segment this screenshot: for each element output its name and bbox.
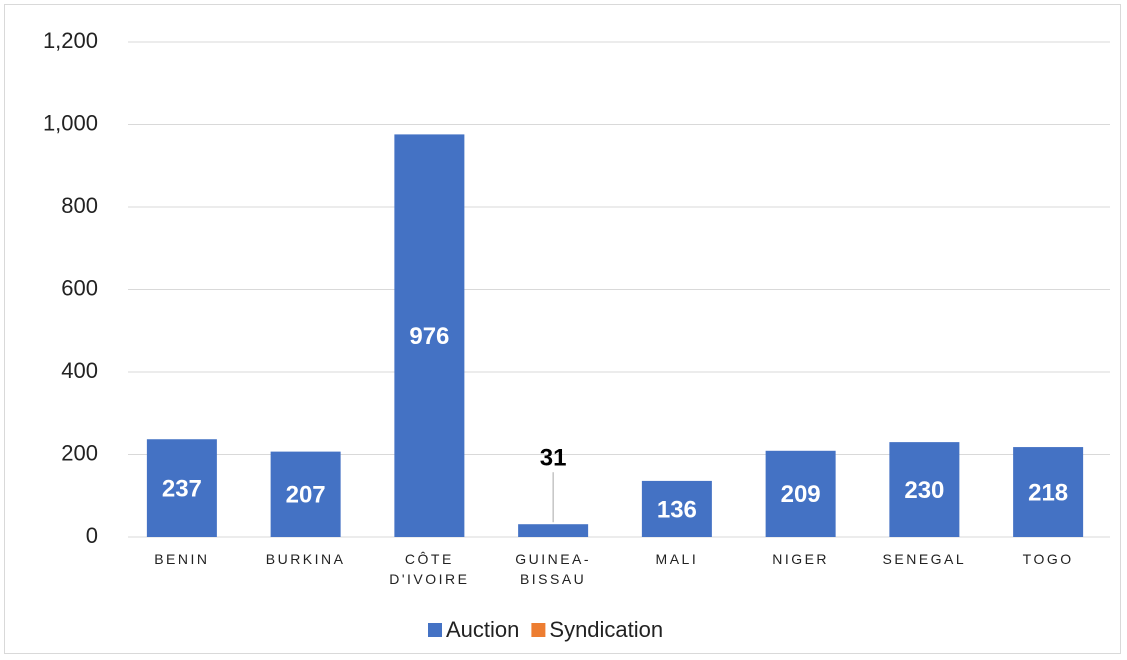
x-tick-label: TOGO: [1022, 551, 1074, 567]
legend-label: Auction: [446, 617, 519, 642]
legend-swatch: [531, 623, 546, 637]
x-tick-label: CÔTE D'IVOIRE: [389, 551, 470, 587]
chart-frame: [4, 4, 1121, 654]
value-label: 209: [781, 481, 821, 508]
value-label: 207: [286, 482, 326, 509]
x-tick-label: MALI: [655, 551, 699, 567]
y-tick-label: 1,000: [43, 110, 98, 135]
y-tick-label: 0: [86, 523, 98, 548]
value-label: 218: [1028, 479, 1068, 506]
legend-swatch: [428, 623, 442, 637]
x-tick-label: NIGER: [772, 551, 830, 567]
legend-label: Syndication: [549, 617, 663, 642]
y-tick-label: 800: [61, 193, 98, 218]
value-label: 230: [904, 477, 944, 504]
value-label: 237: [162, 475, 202, 502]
value-label: 31: [540, 445, 567, 472]
bar: [270, 451, 341, 537]
y-tick-label: 400: [61, 358, 98, 383]
bar: [518, 524, 589, 537]
x-tick-label: BURKINA: [265, 551, 346, 567]
value-label: 976: [409, 323, 449, 350]
bar: [1013, 447, 1084, 537]
y-tick-label: 1,200: [43, 28, 98, 53]
bar: [146, 439, 217, 537]
bar: [889, 442, 960, 537]
x-tick-label: BENIN: [154, 551, 210, 567]
bar: [765, 450, 836, 537]
y-tick-label: 600: [61, 275, 98, 300]
bar: [641, 480, 712, 537]
y-tick-label: 200: [61, 440, 98, 465]
x-tick-label: SENEGAL: [882, 551, 967, 567]
bar: [394, 134, 465, 537]
value-label: 136: [657, 496, 697, 523]
x-tick-label: GUINEA-BISSAU: [515, 551, 592, 587]
